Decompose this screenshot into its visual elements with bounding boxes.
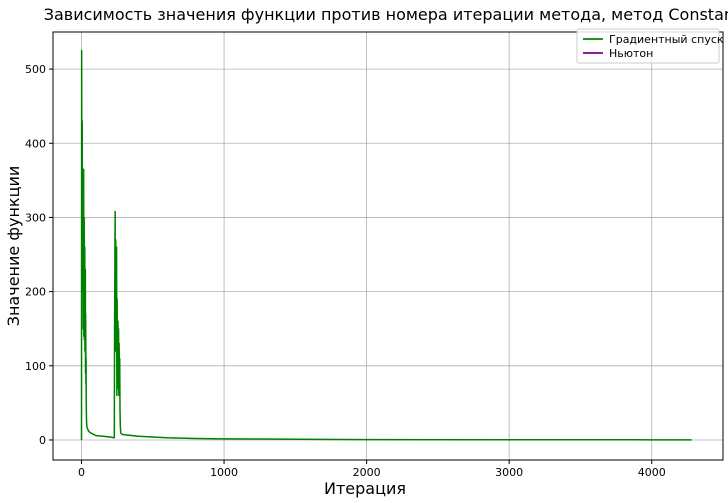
x-tick-label: 0 — [78, 466, 85, 479]
ticks: 0 1000 2000 3000 4000 0 100 200 300 400 500 — [25, 63, 666, 479]
plot-frame — [52, 31, 724, 461]
y-tick-label: 0 — [39, 434, 46, 447]
y-axis-label: Значение функции — [4, 166, 23, 327]
chart-title: Зависимость значения функции против номе… — [44, 5, 728, 24]
series-layer — [80, 49, 692, 441]
y-tick-label: 300 — [25, 211, 46, 224]
y-tick-label: 400 — [25, 137, 46, 150]
y-tick-label: 500 — [25, 63, 46, 76]
legend-box — [576, 28, 720, 64]
legend-label-1: Ньютон — [609, 47, 653, 60]
x-tick-label: 2000 — [353, 466, 381, 479]
x-tick-label: 1000 — [210, 466, 238, 479]
x-tick-label: 3000 — [495, 466, 523, 479]
grid — [53, 32, 723, 460]
x-tick-label: 4000 — [638, 466, 666, 479]
y-tick-label: 200 — [25, 286, 46, 299]
legend-label-0: Градиентный спуск — [609, 33, 724, 46]
y-tick-label: 100 — [25, 360, 46, 373]
x-axis-label: Итерация — [324, 479, 406, 498]
series-line-0 — [80, 49, 692, 441]
